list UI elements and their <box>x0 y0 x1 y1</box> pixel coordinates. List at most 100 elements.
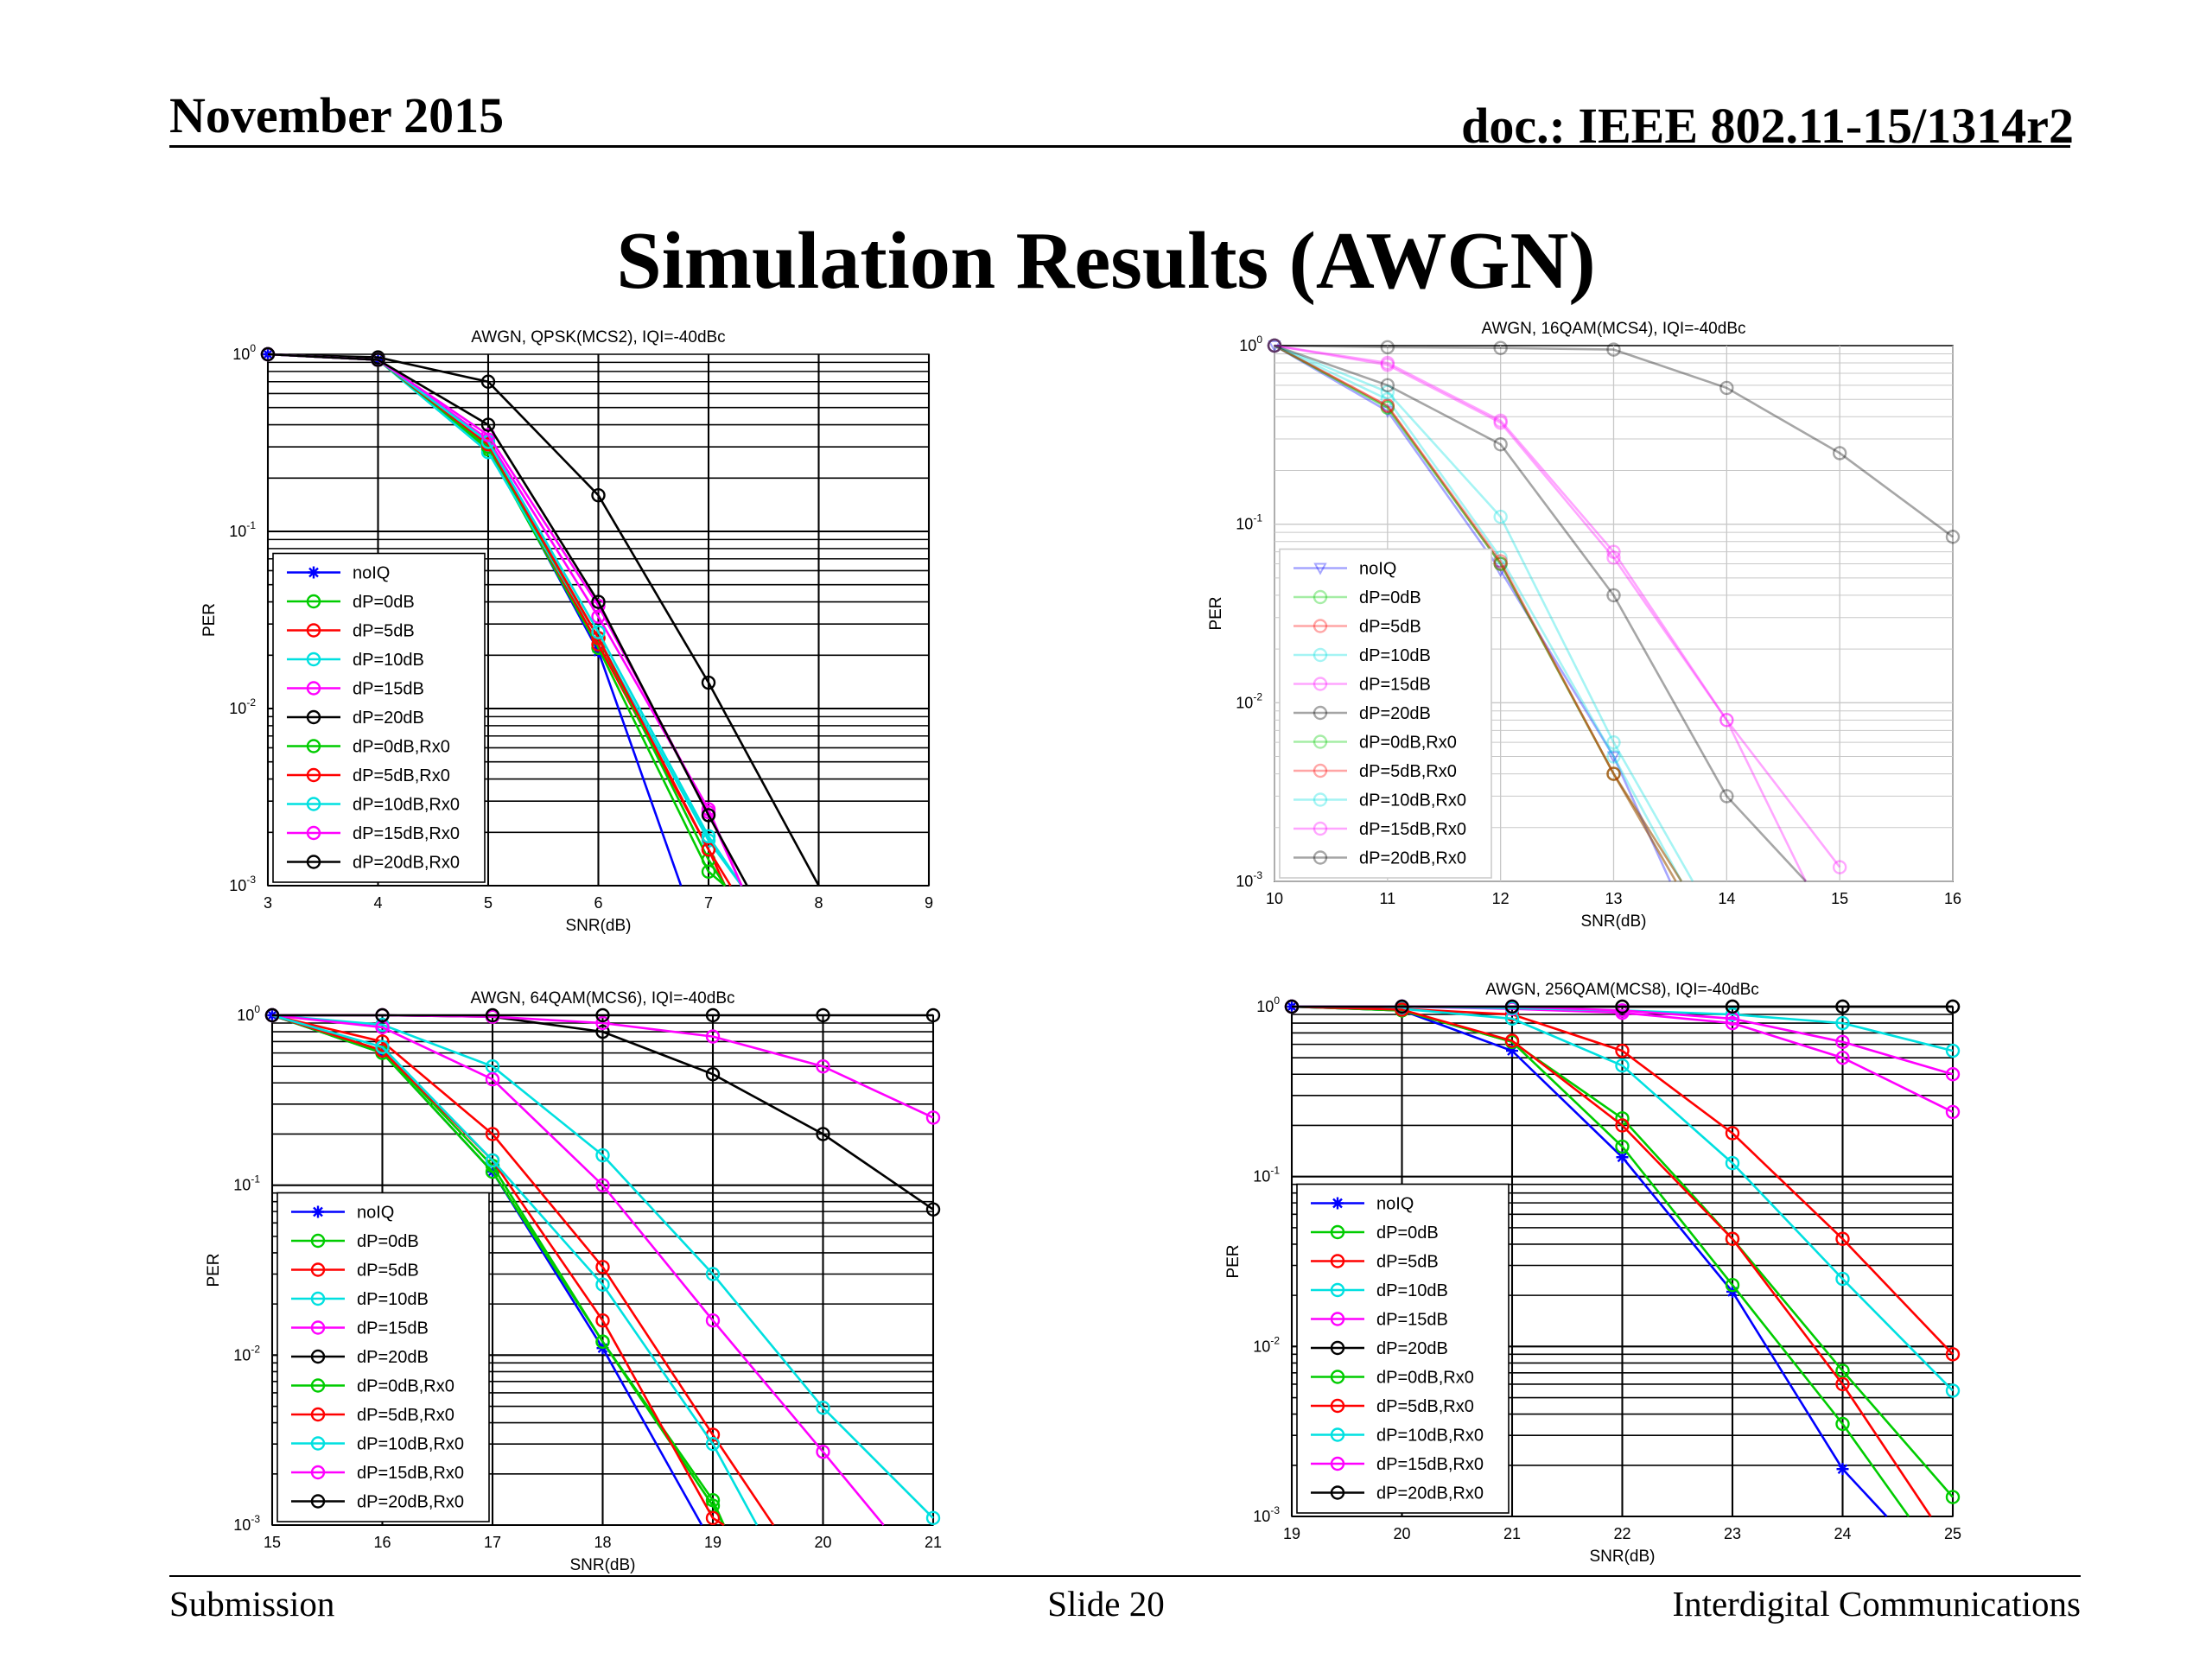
data-point <box>1615 1043 1630 1058</box>
data-point <box>1267 338 1282 353</box>
x-tick-label: 5 <box>484 894 493 912</box>
data-point <box>1725 1015 1740 1031</box>
data-point <box>595 1313 610 1328</box>
legend-label: dP=10dB,Rx0 <box>1359 791 1466 810</box>
x-tick-label: 3 <box>264 894 272 912</box>
legend-label: dP=5dB <box>353 622 415 641</box>
legend-marker <box>1313 647 1328 663</box>
data-point <box>1493 554 1508 569</box>
chart-qpsk: 3 4 5 6 7 8 9 100 10-1 10-2 10-3 AWGN, QPSK(MCS2), … <box>200 328 933 935</box>
legend-marker <box>1330 1312 1345 1326</box>
legend-label: dP=5dB <box>1359 618 1421 637</box>
y-axis-label: PER <box>205 1253 223 1287</box>
legend-marker <box>1313 792 1328 807</box>
legend-label: dP=15dB,Rx0 <box>1376 1455 1484 1474</box>
data-point <box>701 829 716 844</box>
legend-label: dP=20dB,Rx0 <box>1359 849 1466 868</box>
series-line <box>271 1014 934 1519</box>
data-point <box>1945 999 1961 1014</box>
data-point <box>1719 380 1734 396</box>
x-tick-label: 19 <box>704 1534 721 1551</box>
chart-title: AWGN, 256QAM(MCS8), IQI=-40dBc <box>1485 981 1759 999</box>
legend-label: dP=20dB <box>353 709 424 728</box>
header-date: November 2015 <box>169 87 505 143</box>
legend-marker <box>306 709 321 725</box>
series-line <box>1274 344 1677 882</box>
x-tick-label: 16 <box>1944 890 1961 907</box>
legend-label: dP=0dB <box>1376 1224 1439 1243</box>
series-line <box>271 1014 885 1526</box>
legend-label: dP=20dB <box>1359 704 1431 723</box>
legend-label: dP=5dB <box>357 1262 419 1281</box>
x-tick-label: 23 <box>1724 1525 1741 1542</box>
legend-marker <box>1330 1370 1345 1384</box>
legend-marker <box>1330 1254 1345 1268</box>
data-point <box>375 1039 390 1054</box>
legend-marker <box>1332 1197 1344 1210</box>
data-point <box>1615 1058 1630 1073</box>
x-tick-label: 25 <box>1944 1525 1961 1542</box>
data-point <box>1504 999 1520 1014</box>
data-point <box>816 1444 830 1459</box>
legend-marker <box>306 681 321 696</box>
legend-label: dP=15dB <box>1376 1311 1448 1330</box>
data-point <box>816 1059 830 1074</box>
x-axis-label: SNR(dB) <box>569 1556 635 1574</box>
data-point <box>1836 1463 1849 1476</box>
y-axis-label: PER <box>1224 1244 1243 1278</box>
data-point <box>1945 1383 1961 1398</box>
x-tick-label: 22 <box>1613 1525 1630 1542</box>
legend-marker <box>1313 563 1327 575</box>
data-point <box>1615 999 1630 1014</box>
y-tick-label: 10-2 <box>229 696 256 717</box>
data-point <box>1719 713 1734 728</box>
chart-16qam: 10 11 12 13 14 15 16 100 10-1 10-2 10-3 AWGN, 16QAM… <box>1207 320 1961 931</box>
data-point <box>1380 340 1395 355</box>
legend-marker <box>1313 821 1328 836</box>
header-rule <box>169 145 2070 148</box>
x-tick-label: 19 <box>1283 1525 1300 1542</box>
data-point <box>1606 342 1621 357</box>
data-point <box>816 1401 830 1415</box>
x-tick-label: 15 <box>264 1534 281 1551</box>
data-point <box>1725 1277 1740 1293</box>
legend-marker <box>1330 1427 1345 1442</box>
legend-marker <box>1313 677 1328 691</box>
data-point <box>1945 1490 1961 1504</box>
legend-marker <box>1313 850 1328 865</box>
data-point <box>925 1202 941 1217</box>
legend-marker <box>306 739 321 753</box>
legend-marker <box>1313 763 1328 779</box>
legend-label: dP=0dB,Rx0 <box>1376 1369 1474 1388</box>
data-point <box>595 1007 610 1023</box>
data-point <box>1606 766 1621 781</box>
data-point <box>1380 400 1395 415</box>
legend-marker <box>1313 619 1328 633</box>
data-point <box>1725 1007 1740 1022</box>
legend-label: dP=10dB,Rx0 <box>353 796 460 815</box>
legend-marker <box>310 1349 326 1364</box>
x-tick-label: 18 <box>594 1534 611 1551</box>
data-point <box>1267 338 1282 353</box>
data-point <box>480 417 496 432</box>
x-tick-label: 10 <box>1266 890 1283 907</box>
data-point <box>705 1067 721 1082</box>
footer-rule <box>169 1575 2081 1577</box>
data-point <box>595 1178 610 1192</box>
x-tick-label: 24 <box>1834 1525 1851 1542</box>
data-point <box>1835 1231 1850 1246</box>
legend-marker <box>1313 705 1328 721</box>
legend-marker <box>310 1291 326 1306</box>
series-line <box>1274 344 1808 882</box>
series-line <box>1274 344 1841 868</box>
legend-label: dP=5dB,Rx0 <box>357 1406 454 1425</box>
data-point <box>1835 1034 1850 1050</box>
y-tick-label: 10-3 <box>229 874 256 894</box>
data-point <box>1267 338 1282 353</box>
legend-label: dP=15dB <box>357 1319 429 1338</box>
data-point <box>1945 1104 1961 1120</box>
x-tick-label: 14 <box>1718 890 1735 907</box>
chart-256qam: 19 20 21 22 23 24 25 100 10-1 10-2 10-3 AWGN, 256QA… <box>1224 981 1961 1566</box>
legend-label: dP=15dB,Rx0 <box>357 1464 464 1483</box>
data-point <box>1945 1043 1961 1058</box>
